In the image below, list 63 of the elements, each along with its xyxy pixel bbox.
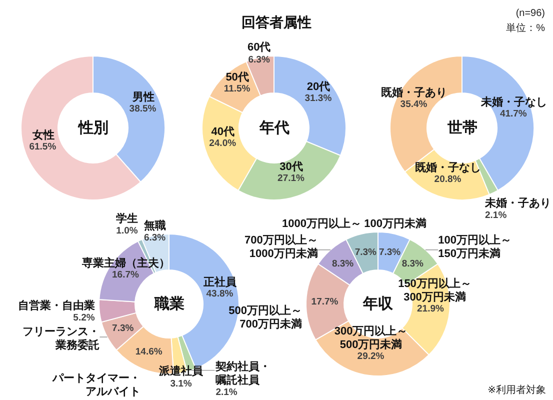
data-label: 11.5% [224, 84, 251, 95]
text: 職業 [154, 296, 184, 312]
slice-label: 300万円以上～500万円未満 [334, 324, 408, 352]
slice-label: 100万円未満 [364, 216, 426, 230]
slice-label: 20代 [306, 80, 330, 93]
data-label: 17.7% [311, 296, 339, 308]
text: 回答者属性 [242, 14, 312, 30]
slice-label: 60代 [247, 42, 271, 54]
text: (n=96) [516, 8, 545, 19]
slice-label: 未婚・子あり [484, 196, 551, 210]
data-label: 8.3% [332, 258, 354, 270]
slice-label: フリーランス・業務委託 [22, 326, 100, 352]
slice-label: 500万円以上～700万円未満 [228, 304, 302, 331]
data-label: 2.1% [216, 387, 238, 398]
data-label: 38.5% [129, 104, 157, 115]
text: 世帯 [446, 120, 478, 136]
data-label: 2.1% [485, 210, 508, 221]
slice-label: 150万円以上～300万円未満 [398, 277, 472, 304]
slice-label: 正社員 [202, 275, 238, 288]
data-label: 24.0% [209, 138, 237, 150]
text: 年収 [362, 296, 394, 312]
data-label: 6.3% [144, 232, 166, 244]
data-label: 20.8% [434, 174, 462, 186]
text: 性別 [78, 120, 108, 136]
slice-label: 既婚・子あり [381, 86, 448, 99]
data-label: 14.6% [135, 346, 163, 358]
data-label: 7.3% [112, 323, 134, 334]
slice-label: 学生 [116, 212, 138, 226]
slice-label: 50代 [226, 72, 249, 84]
slice-label: パートタイマー・アルバイト [52, 372, 141, 398]
slice-label: 無職 [142, 219, 166, 232]
data-label: 29.2% [357, 351, 385, 362]
slice-label: 契約社員・嘱託社員 [214, 360, 271, 386]
slice-label: 男性 [132, 90, 155, 104]
slice-label: 未婚・子なし [480, 96, 548, 109]
data-label: 35.4% [400, 98, 428, 110]
slice-label: 40代 [211, 126, 234, 138]
data-label: 5.2% [73, 312, 96, 324]
slice-label: 30代 [280, 161, 303, 174]
slice-label: 自営業・自由業 [18, 299, 95, 312]
data-label: 8.3% [402, 258, 424, 270]
slice-label: 100万円以上～150万円未満 [438, 234, 512, 260]
data-label: 16.7% [112, 270, 140, 281]
data-label: 7.3% [354, 246, 378, 258]
slice-label: 既婚・子なし [415, 161, 482, 174]
text: 年代 [258, 120, 290, 136]
data-label: 27.1% [278, 173, 306, 184]
slice-label: 700万円以上～1000万円未満 [244, 234, 318, 260]
data-label: 61.5% [29, 141, 57, 152]
data-label: 3.1% [170, 378, 192, 390]
slice-label: 専業主婦（主夫） [81, 256, 170, 270]
slice-label: 1000万円以上～ [282, 216, 362, 230]
data-label: 21.9% [417, 304, 444, 315]
data-label: 43.8% [206, 288, 234, 300]
data-label: 6.3% [248, 54, 270, 66]
text: ※利用者対象 [488, 384, 546, 396]
text: 単位：% [506, 22, 546, 34]
slice-label: 女性 [31, 128, 54, 142]
slice-label: 派遣社員 [158, 364, 204, 378]
data-label: 31.3% [304, 92, 332, 104]
data-label: 41.7% [500, 108, 528, 120]
data-label: 1.0% [116, 226, 138, 237]
data-label: 7.3% [378, 246, 402, 258]
